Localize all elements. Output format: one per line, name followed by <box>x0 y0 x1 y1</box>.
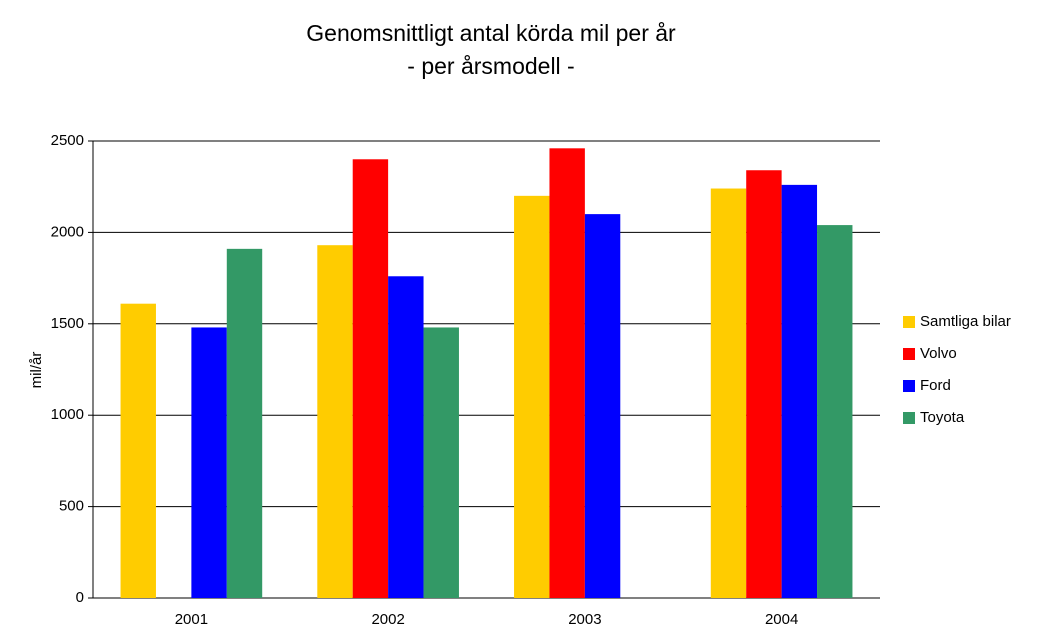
chart-title: Genomsnittligt antal körda mil per år <box>306 20 676 46</box>
legend-swatch <box>903 348 915 360</box>
bar <box>781 184 818 598</box>
y-tick-label: 0 <box>76 589 84 606</box>
chart-subtitle: - per årsmodell - <box>407 53 574 79</box>
legend-label: Ford <box>920 377 951 394</box>
bar <box>549 148 585 598</box>
legend-label: Samtliga bilar <box>920 313 1011 330</box>
legend-swatch <box>903 316 915 328</box>
bar <box>584 214 621 598</box>
legend-swatch <box>903 412 915 424</box>
y-tick-label: 1000 <box>51 406 84 423</box>
legend-swatch <box>903 380 915 392</box>
y-tick-label: 2000 <box>51 223 84 240</box>
bar <box>388 276 424 598</box>
bar <box>710 188 747 598</box>
bar <box>514 195 550 598</box>
bar <box>191 327 227 598</box>
x-tick-label: 2003 <box>568 611 601 628</box>
y-tick-label: 500 <box>59 498 84 515</box>
y-tick-label: 1500 <box>51 315 84 332</box>
x-tick-label: 2002 <box>371 611 404 628</box>
bar <box>226 248 263 599</box>
x-tick-label: 2004 <box>765 611 798 628</box>
bar <box>120 303 156 598</box>
x-tick-label: 2001 <box>175 611 208 628</box>
y-axis-label: mil/år <box>28 352 45 389</box>
legend-label: Toyota <box>920 409 965 426</box>
bar <box>423 327 459 598</box>
bar <box>746 170 782 599</box>
bar <box>317 245 353 599</box>
legend-label: Volvo <box>920 345 957 362</box>
bar <box>817 225 853 598</box>
bar <box>352 159 389 598</box>
y-tick-label: 2500 <box>51 132 84 149</box>
